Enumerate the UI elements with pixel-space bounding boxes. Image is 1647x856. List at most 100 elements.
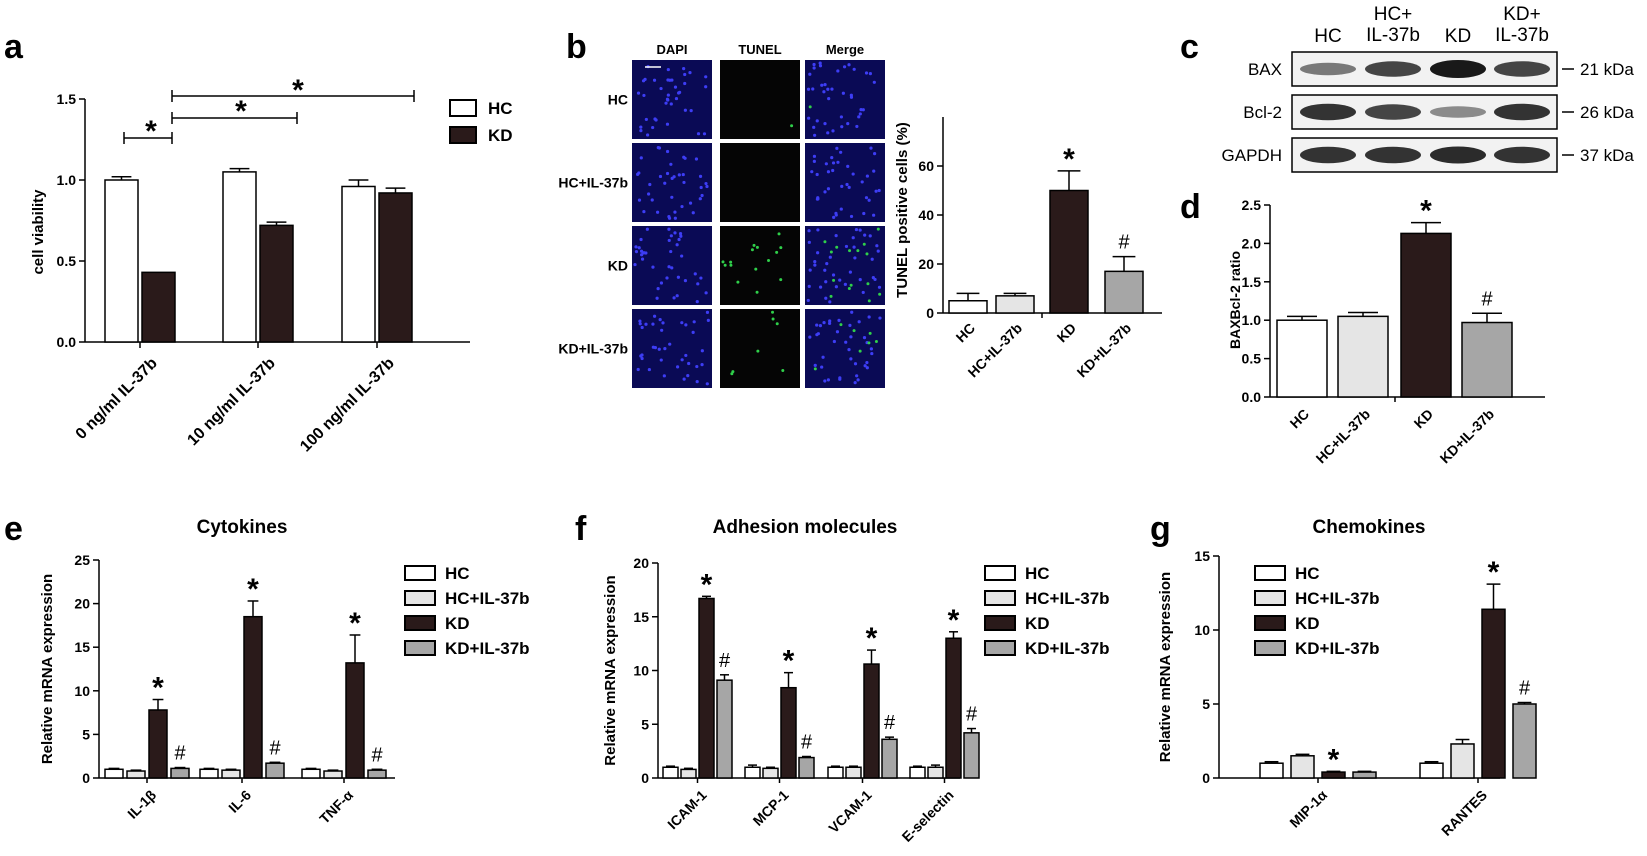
x-category-label: MIP-1α: [1286, 787, 1330, 831]
nucleus-dot: [807, 229, 811, 233]
nucleus-dot: [670, 176, 674, 181]
bar-hc: [827, 766, 844, 779]
micro-row-label: KD: [608, 258, 628, 274]
nucleus-dot: [832, 339, 836, 344]
micro-image-merge: [805, 309, 885, 388]
nucleus-dot: [667, 216, 672, 220]
tunel-dot: [736, 280, 740, 284]
bar-hc-il-37b: [995, 295, 1035, 314]
tunel-dot: [779, 246, 783, 250]
nucleus-dot: [691, 330, 695, 334]
nucleus-dot: [877, 188, 881, 193]
y-tick-label: 15: [1194, 548, 1210, 564]
y-tick-label: 20: [633, 555, 649, 571]
nucleus-dot: [812, 125, 816, 129]
nucleus-dot: [637, 198, 642, 202]
nucleus-dot: [838, 278, 842, 282]
nucleus-dot: [666, 67, 670, 72]
nucleus-dot: [704, 85, 708, 89]
legend-swatch: [1254, 565, 1286, 581]
legend-label: HC+IL-37b: [1025, 589, 1110, 608]
nucleus-dot: [824, 162, 828, 166]
nucleus-dot: [672, 296, 676, 300]
nucleus-dot: [665, 149, 670, 154]
nucleus-dot: [834, 234, 838, 238]
nucleus-dot: [822, 90, 826, 94]
nucleus-dot: [862, 336, 867, 340]
legend-label: HC: [488, 99, 513, 118]
significance-star: *: [145, 115, 157, 148]
y-tick-label: 25: [74, 552, 90, 568]
nucleus-dot: [832, 215, 836, 219]
micro-image-merge: [805, 60, 885, 139]
micro-image-tunel: [720, 309, 800, 388]
legend-swatch: [404, 565, 436, 581]
x-category-label: KD: [1410, 406, 1436, 432]
legend-label: KD+IL-37b: [445, 639, 530, 658]
nucleus-dot: [813, 363, 817, 368]
nucleus-dot: [694, 157, 699, 161]
blot-lane-label: KD: [1445, 26, 1471, 47]
tunel-dot: [767, 258, 771, 262]
legend-swatch: [984, 590, 1016, 606]
nucleus-dot: [699, 185, 703, 190]
blot-lane-label: HC: [1314, 26, 1341, 47]
nucleus-dot: [820, 365, 824, 369]
y-tick-label: 0: [641, 770, 649, 786]
nucleus-dot: [840, 184, 844, 188]
legend-label: HC+IL-37b: [1295, 589, 1380, 608]
legend-swatch: [404, 640, 436, 656]
nucleus-dot: [865, 174, 869, 178]
micro-image-tunel: [720, 60, 800, 139]
y-tick-label: 5: [1202, 696, 1210, 712]
legend-label: KD: [1295, 614, 1320, 633]
nucleus-dot: [861, 108, 865, 112]
blot-band: [1430, 146, 1486, 164]
tunel-dot: [754, 267, 758, 271]
nucleus-dot: [851, 236, 855, 240]
legend-label: KD+IL-37b: [1295, 639, 1380, 658]
x-category-label: ICAM-1: [664, 787, 710, 833]
significance-star: *: [783, 645, 795, 678]
y-axis-title: TUNEL positive cells (%): [894, 122, 911, 298]
bar-hc: [341, 185, 376, 343]
legend-label: KD: [445, 614, 470, 633]
nucleus-dot: [668, 78, 672, 82]
nucleus-dot: [856, 378, 860, 382]
bar-hc: [662, 766, 679, 779]
nucleus-dot: [852, 67, 856, 71]
tunel-dot: [839, 323, 843, 327]
nucleus-dot: [811, 87, 815, 91]
nucleus-dot: [827, 97, 831, 101]
nucleus-dot: [640, 257, 645, 261]
y-axis-title: BAXBcl-2 ratio: [1227, 251, 1243, 349]
nucleus-dot: [838, 377, 842, 381]
nucleus-dot: [673, 231, 677, 235]
nucleus-dot: [669, 102, 673, 106]
nucleus-dot: [688, 71, 692, 75]
bar-kd: [1049, 189, 1089, 314]
nucleus-dot: [663, 346, 667, 351]
x-category-label: KD+IL-37b: [1437, 406, 1498, 467]
nucleus-dot: [673, 85, 678, 89]
y-tick-label: 1.5: [1242, 274, 1262, 290]
blot-size-label: 21 kDa: [1580, 60, 1634, 79]
nucleus-dot: [846, 122, 850, 126]
nucleus-dot: [680, 321, 684, 325]
nucleus-dot: [807, 284, 811, 288]
nucleus-dot: [637, 246, 641, 250]
nucleus-dot: [837, 318, 841, 322]
nucleus-dot: [700, 349, 704, 353]
significance-star: *: [349, 607, 361, 640]
legend-label: HC: [1025, 564, 1050, 583]
legend-swatch: [984, 640, 1016, 656]
nucleus-dot: [818, 285, 823, 289]
nucleus-dot: [875, 244, 879, 248]
significance-hash: #: [966, 704, 978, 726]
nucleus-dot: [678, 231, 683, 236]
bar-kd-il-37b: [265, 762, 285, 779]
bar-hc-il-37b: [126, 770, 146, 779]
nucleus-dot: [867, 315, 871, 319]
nucleus-dot: [877, 285, 882, 289]
